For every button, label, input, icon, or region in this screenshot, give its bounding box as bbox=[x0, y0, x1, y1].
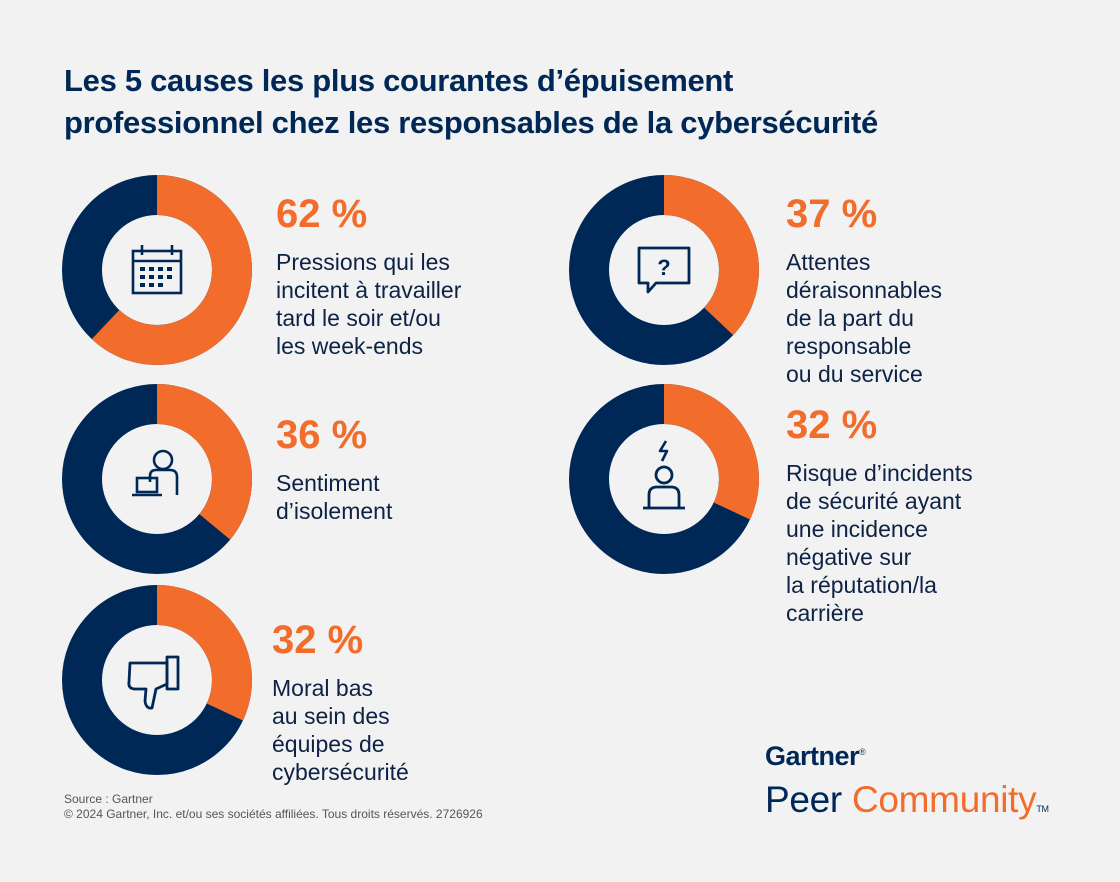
community-text: Community bbox=[851, 779, 1037, 820]
cause-description: Sentiment d’isolement bbox=[276, 470, 393, 524]
donut-svg bbox=[569, 384, 759, 574]
percentage-label: 36 % bbox=[276, 413, 368, 457]
donut-chart-32-risk bbox=[569, 384, 759, 574]
donut-chart-32-morale bbox=[62, 585, 252, 775]
percentage-label: 32 % bbox=[786, 403, 878, 447]
cause-description: Risque d’incidents de sécurité ayant une… bbox=[786, 460, 973, 626]
donut-chart-36 bbox=[62, 384, 252, 574]
stat-block: 37 % Attentes déraisonnables de la part … bbox=[786, 192, 942, 388]
question-bubble-icon: ? bbox=[637, 246, 691, 294]
percentage-label: 32 % bbox=[272, 618, 364, 662]
page-title: Les 5 causes les plus courantes d’épuise… bbox=[64, 60, 1064, 144]
thumbs-down-icon bbox=[127, 655, 180, 710]
stat-block: 62 % Pressions qui les incitent à travai… bbox=[276, 192, 461, 360]
gartner-wordmark: Gartner® bbox=[765, 741, 866, 771]
svg-text:?: ? bbox=[657, 255, 670, 280]
gartner-text: Gartner bbox=[765, 741, 860, 771]
donut-value-arc bbox=[62, 175, 252, 365]
cause-description: Attentes déraisonnables de la part du re… bbox=[786, 249, 943, 387]
source-text: Source : Gartner bbox=[64, 792, 153, 806]
donut-value-arc bbox=[62, 384, 252, 574]
percentage-label: 37 % bbox=[786, 192, 878, 236]
donut-svg bbox=[62, 384, 252, 574]
calendar-icon bbox=[131, 245, 183, 295]
person-at-desk-icon bbox=[132, 449, 179, 497]
donut-svg: ? bbox=[569, 175, 759, 365]
cause-description: Moral bas au sein des équipes de cybersé… bbox=[272, 675, 409, 785]
title-line-2: professionnel chez les responsables de l… bbox=[64, 105, 878, 140]
cause-description: Pressions qui les incitent à travailler … bbox=[276, 249, 462, 359]
stat-block: 36 % Sentiment d’isolement bbox=[276, 413, 392, 525]
peer-text: Peer bbox=[765, 779, 842, 820]
alert-person-icon bbox=[643, 440, 685, 510]
trademark-text: TM bbox=[1036, 804, 1049, 814]
donut-chart-37: ? bbox=[569, 175, 759, 365]
donut-value-arc bbox=[569, 384, 759, 574]
gartner-peer-community-logo: Gartner® Peer CommunityTM bbox=[765, 736, 1049, 831]
stat-block: 32 % Risque d’incidents de sécurité ayan… bbox=[786, 403, 973, 627]
donut-value-arc bbox=[569, 175, 759, 365]
source-note: Source : Gartner © 2024 Gartner, Inc. et… bbox=[64, 792, 483, 822]
peer-community-wordmark: Peer CommunityTM bbox=[765, 778, 1049, 831]
donut-svg bbox=[62, 175, 252, 365]
donut-value-arc bbox=[62, 585, 252, 775]
percentage-label: 62 % bbox=[276, 192, 368, 236]
stat-block: 32 % Moral bas au sein des équipes de cy… bbox=[272, 618, 409, 786]
donut-svg bbox=[62, 585, 252, 775]
title-line-1: Les 5 causes les plus courantes d’épuise… bbox=[64, 63, 734, 98]
donut-chart-62 bbox=[62, 175, 252, 365]
copyright-text: © 2024 Gartner, Inc. et/ou ses sociétés … bbox=[64, 807, 483, 821]
